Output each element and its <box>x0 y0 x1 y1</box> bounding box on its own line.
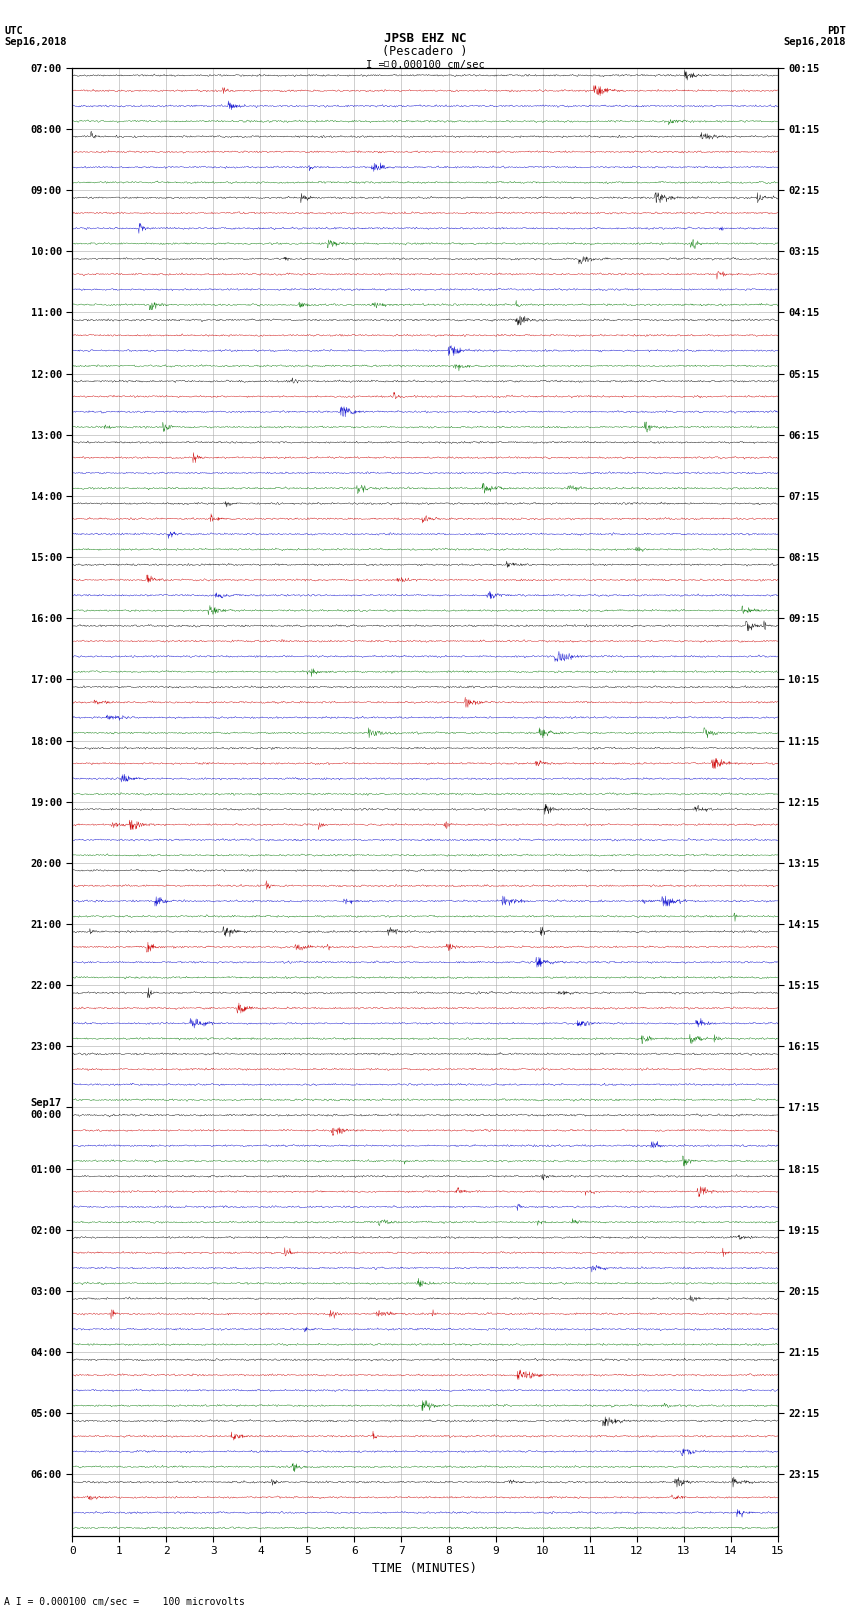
Text: PDT
Sep16,2018: PDT Sep16,2018 <box>783 26 846 47</box>
Text: UTC
Sep16,2018: UTC Sep16,2018 <box>4 26 67 47</box>
X-axis label: TIME (MINUTES): TIME (MINUTES) <box>372 1561 478 1574</box>
Text: (Pescadero ): (Pescadero ) <box>382 45 468 58</box>
Text: A I = 0.000100 cm/sec =    100 microvolts: A I = 0.000100 cm/sec = 100 microvolts <box>4 1597 245 1607</box>
Text: JPSB EHZ NC: JPSB EHZ NC <box>383 32 467 45</box>
Text: □: □ <box>384 60 389 69</box>
Text: I = 0.000100 cm/sec: I = 0.000100 cm/sec <box>366 60 484 69</box>
